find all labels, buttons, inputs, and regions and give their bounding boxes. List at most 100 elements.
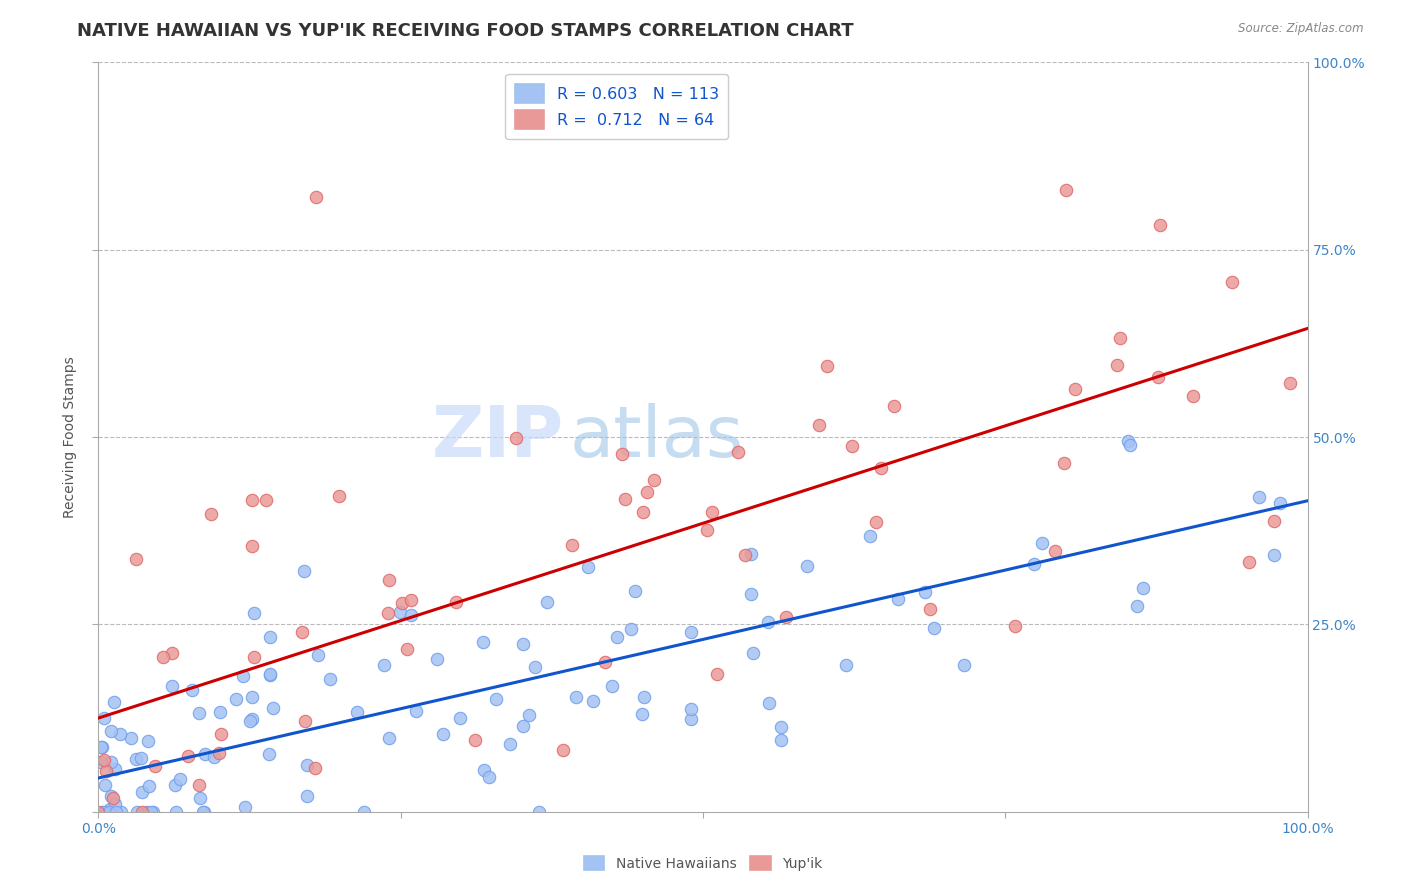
Point (208, 746, 231, 760)
Point (619, 623, 641, 637)
Point (188, 778, 211, 792)
Point (160, 679, 183, 693)
Point (138, 779, 160, 793)
Point (1105, 359, 1128, 373)
Point (101, 791, 124, 805)
Point (307, 648, 329, 662)
Point (131, 785, 153, 799)
Point (756, 615, 779, 629)
Point (232, 669, 254, 683)
Point (108, 727, 131, 741)
Point (127, 805, 149, 819)
Point (477, 770, 499, 784)
Point (98, 802, 121, 816)
Point (200, 507, 222, 521)
Point (1132, 581, 1154, 595)
Point (305, 190, 328, 204)
Point (297, 758, 319, 772)
Point (104, 805, 127, 819)
Point (165, 805, 187, 819)
Point (129, 751, 152, 765)
Point (808, 417, 831, 432)
Point (444, 595, 467, 609)
Point (346, 705, 368, 719)
Point (181, 683, 204, 698)
Point (1024, 558, 1046, 572)
Point (432, 727, 454, 741)
Point (870, 461, 893, 475)
Point (328, 490, 350, 504)
Point (565, 690, 588, 705)
Point (1119, 438, 1142, 452)
Point (100, 789, 122, 804)
Point (426, 652, 449, 666)
Point (193, 805, 215, 819)
Point (865, 515, 887, 529)
Point (758, 696, 780, 710)
Point (920, 601, 942, 615)
Point (512, 637, 534, 651)
Point (1109, 331, 1132, 345)
Point (90, 755, 112, 769)
Point (593, 656, 616, 670)
Point (401, 607, 423, 622)
Point (124, 551, 146, 566)
Point (1053, 456, 1076, 470)
Point (1263, 548, 1285, 562)
Point (1237, 555, 1260, 569)
Point (636, 485, 658, 500)
Point (600, 680, 623, 694)
Point (952, 657, 974, 672)
Point (104, 762, 127, 776)
Point (177, 749, 200, 764)
Point (208, 705, 231, 719)
Point (1278, 376, 1301, 390)
Point (401, 593, 423, 607)
Point (1149, 218, 1171, 232)
Point (696, 524, 718, 538)
Legend: Native Hawaiians, Yup'ik: Native Hawaiians, Yup'ik (578, 850, 828, 876)
Point (1220, 275, 1243, 289)
Point (464, 733, 486, 747)
Point (209, 727, 232, 741)
Point (93, 753, 115, 767)
Point (536, 595, 558, 609)
Point (91, 739, 114, 754)
Point (835, 658, 858, 673)
Point (87, 805, 110, 819)
Point (391, 596, 413, 610)
Point (98, 805, 121, 819)
Point (775, 609, 797, 624)
Point (815, 359, 838, 373)
Point (125, 752, 148, 766)
Point (294, 714, 316, 728)
Point (238, 714, 260, 728)
Point (243, 606, 266, 620)
Point (679, 624, 702, 639)
Point (94, 778, 117, 792)
Text: ZIP: ZIP (432, 402, 564, 472)
Point (187, 706, 209, 720)
Point (290, 625, 312, 640)
Point (292, 564, 315, 578)
Text: atlas: atlas (569, 402, 744, 472)
Legend: R = 0.603   N = 113, R =  0.712   N = 64: R = 0.603 N = 113, R = 0.712 N = 64 (505, 74, 728, 138)
Point (1270, 496, 1292, 510)
Point (319, 672, 342, 686)
Point (120, 731, 142, 746)
Point (240, 712, 263, 726)
Point (202, 749, 225, 764)
Point (1031, 536, 1053, 550)
Point (100, 724, 122, 739)
Point (377, 606, 399, 620)
Point (405, 704, 427, 718)
Point (679, 712, 702, 726)
Point (485, 691, 508, 706)
Point (740, 548, 762, 562)
Point (188, 790, 211, 805)
Point (93, 711, 115, 725)
Point (631, 706, 654, 721)
Point (741, 646, 763, 660)
Point (519, 708, 541, 723)
Point (104, 797, 127, 812)
